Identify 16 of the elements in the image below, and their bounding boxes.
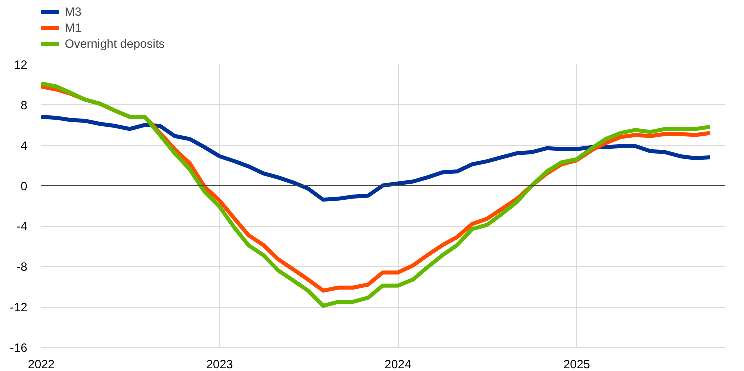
y-tick-label: -8 <box>16 260 28 274</box>
y-tick-label: -4 <box>16 220 28 234</box>
x-tick-label: 2025 <box>564 358 591 371</box>
legend-label: Overnight deposits <box>65 36 166 52</box>
x-tick-label: 2023 <box>206 358 234 371</box>
x-tick-label: 2022 <box>28 358 56 371</box>
y-tick-label: -12 <box>10 300 28 315</box>
y-tick-label: 12 <box>14 58 28 72</box>
legend-label: M1 <box>65 20 83 36</box>
line-series <box>42 115 712 202</box>
legend-label: M3 <box>65 4 83 20</box>
y-tick-label: 8 <box>20 98 28 112</box>
y-tick-label: -16 <box>10 341 28 355</box>
x-tick-label: 2024 <box>384 358 412 371</box>
y-tick-label: 4 <box>20 138 28 153</box>
y-tick-label: 0 <box>20 179 28 194</box>
